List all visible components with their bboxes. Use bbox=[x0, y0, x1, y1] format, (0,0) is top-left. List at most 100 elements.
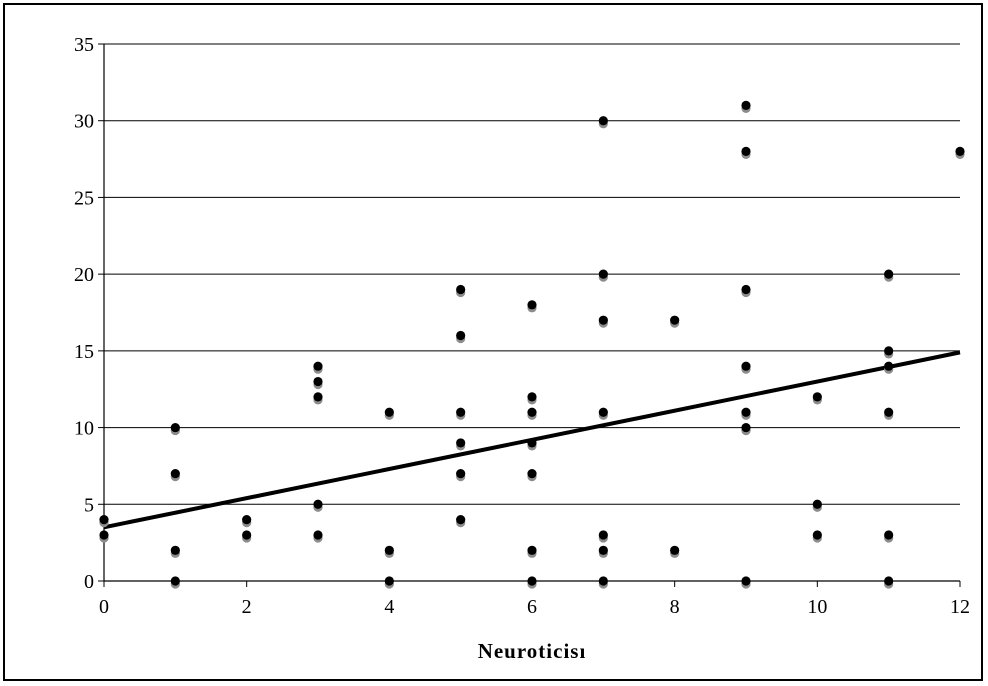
data-point-dot bbox=[527, 300, 537, 310]
y-tick-label: 25 bbox=[74, 187, 94, 209]
data-point-dot bbox=[598, 545, 608, 555]
data-point bbox=[884, 346, 894, 359]
data-point bbox=[170, 422, 180, 436]
x-tick-label: 2 bbox=[242, 596, 252, 618]
x-tick-label: 6 bbox=[527, 596, 537, 618]
data-point-dot bbox=[884, 576, 894, 586]
data-point-dot bbox=[884, 361, 894, 371]
gridlines bbox=[104, 43, 960, 505]
data-point-dot bbox=[170, 545, 180, 555]
data-point bbox=[812, 530, 822, 543]
y-tick-label: 30 bbox=[74, 111, 94, 133]
data-point-dot bbox=[242, 530, 252, 540]
data-point bbox=[884, 361, 894, 374]
data-point bbox=[313, 376, 323, 390]
data-point bbox=[812, 392, 822, 405]
data-point-dot bbox=[598, 116, 608, 126]
data-point-dot bbox=[456, 438, 466, 448]
data-point bbox=[527, 545, 537, 558]
data-point bbox=[313, 392, 323, 405]
data-point-dot bbox=[456, 515, 466, 525]
data-point bbox=[384, 576, 394, 589]
data-point bbox=[741, 422, 751, 436]
data-point bbox=[170, 576, 180, 589]
data-point-dot bbox=[598, 530, 608, 540]
data-point-dot bbox=[313, 392, 323, 402]
data-point bbox=[456, 515, 466, 528]
y-tick-label: 0 bbox=[84, 571, 94, 593]
data-point bbox=[670, 315, 680, 328]
data-point bbox=[598, 545, 608, 558]
data-point bbox=[741, 100, 751, 113]
data-point-dot bbox=[384, 407, 394, 417]
data-point-dot bbox=[741, 361, 751, 371]
data-point-dot bbox=[527, 392, 537, 402]
scatter-plot: 0 5 10 15 20 25 30 35 0 2 4 6 8 10 12 Neuroticisı bbox=[74, 34, 970, 663]
data-point bbox=[384, 407, 394, 420]
data-point bbox=[598, 116, 608, 129]
data-point bbox=[456, 407, 466, 420]
data-point bbox=[527, 576, 537, 589]
x-axis-title: Neuroticisı bbox=[478, 639, 587, 663]
data-point-dot bbox=[670, 545, 680, 555]
x-tick-label: 8 bbox=[670, 596, 680, 618]
data-point-dot bbox=[527, 438, 537, 448]
data-point-dot bbox=[812, 392, 822, 402]
data-point-dot bbox=[170, 576, 180, 586]
data-point bbox=[955, 146, 965, 159]
data-point bbox=[99, 530, 109, 543]
data-point-dot bbox=[456, 284, 466, 295]
data-point bbox=[242, 530, 252, 543]
data-point bbox=[313, 361, 323, 374]
data-point-dot bbox=[170, 422, 180, 433]
data-point bbox=[456, 438, 466, 451]
data-point bbox=[884, 576, 894, 589]
data-point bbox=[313, 499, 323, 512]
data-point bbox=[527, 300, 537, 313]
data-point-dot bbox=[741, 407, 751, 417]
data-point bbox=[884, 407, 894, 420]
data-point bbox=[313, 530, 323, 543]
data-point bbox=[384, 545, 394, 558]
data-point-dot bbox=[812, 499, 822, 509]
data-point-dot bbox=[527, 576, 537, 586]
data-point bbox=[741, 407, 751, 420]
data-point bbox=[456, 330, 466, 344]
y-tick-label: 35 bbox=[74, 34, 94, 56]
data-point-dot bbox=[598, 269, 608, 279]
data-point-dot bbox=[242, 515, 252, 525]
data-point bbox=[741, 284, 751, 298]
data-point bbox=[884, 530, 894, 543]
data-point bbox=[527, 392, 537, 405]
data-point-dot bbox=[313, 361, 323, 371]
data-point bbox=[598, 576, 608, 589]
data-point bbox=[456, 469, 466, 482]
data-point bbox=[170, 545, 180, 558]
data-point-dot bbox=[884, 346, 894, 356]
data-point-dot bbox=[598, 407, 608, 417]
tick-labels: 0 5 10 15 20 25 30 35 0 2 4 6 8 10 12 bbox=[74, 34, 970, 618]
x-tick-label: 0 bbox=[99, 596, 109, 618]
data-point bbox=[598, 315, 608, 328]
data-point bbox=[527, 469, 537, 482]
x-tick-label: 10 bbox=[807, 596, 827, 618]
data-point-dot bbox=[384, 576, 394, 586]
data-point-dot bbox=[313, 530, 323, 540]
data-point-dot bbox=[955, 146, 965, 156]
data-point-dot bbox=[741, 422, 751, 433]
data-point-dot bbox=[527, 545, 537, 555]
x-tick-label: 12 bbox=[950, 596, 970, 618]
data-point-dot bbox=[313, 499, 323, 509]
data-point-dot bbox=[598, 315, 608, 325]
data-point-dot bbox=[456, 469, 466, 479]
data-point-dot bbox=[741, 100, 751, 110]
data-point bbox=[242, 515, 252, 528]
y-tick-label: 15 bbox=[74, 341, 94, 363]
data-point-dot bbox=[456, 407, 466, 417]
data-point-dot bbox=[384, 545, 394, 555]
data-point bbox=[741, 361, 751, 374]
data-point bbox=[741, 146, 751, 159]
y-tick-label: 10 bbox=[74, 418, 94, 440]
data-point-dot bbox=[99, 530, 109, 540]
data-point-dot bbox=[884, 530, 894, 540]
